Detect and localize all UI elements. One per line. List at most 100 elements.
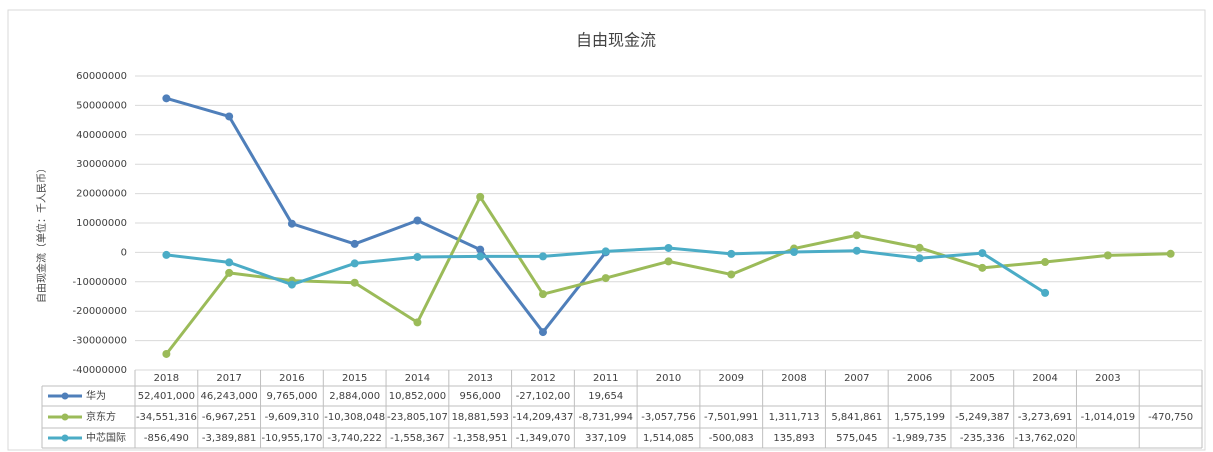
data-point [1166,249,1175,258]
legend-label: 华为 [86,389,106,402]
data-point [978,249,987,258]
data-point [413,318,422,327]
data-point [1103,251,1112,260]
table-value: 10,852,000 [389,391,446,402]
legend-swatch-marker [61,434,69,442]
legend-swatch-marker [61,413,69,421]
data-point [538,328,547,337]
data-point [727,270,736,279]
y-tick-label: 60000000 [76,71,127,82]
data-point [1041,258,1050,267]
data-point [1041,288,1050,297]
table-value: -3,057,756 [641,412,696,423]
data-point [350,239,359,248]
data-point [664,243,673,252]
table-value: -3,740,222 [327,433,382,444]
table-value: -3,389,881 [202,433,257,444]
table-value: 575,045 [836,433,877,444]
table-value: -856,490 [144,433,189,444]
data-point [162,250,171,259]
table-value: 52,401,000 [138,391,195,402]
data-point [978,263,987,272]
x-tick-label: 2017 [216,373,241,384]
x-tick-label: 2003 [1095,373,1120,384]
x-tick-label: 2014 [405,373,430,384]
data-point [790,248,799,257]
x-tick-label: 2018 [154,373,179,384]
table-value: -5,249,387 [955,412,1010,423]
series-line [165,96,607,334]
table-value: 19,654 [588,391,623,402]
table-value: -8,731,994 [578,412,633,423]
x-tick-label: 2013 [467,373,492,384]
data-point [162,349,171,358]
table-value: -10,955,170 [261,433,322,444]
y-tick-label: 10000000 [76,218,127,229]
table-value: 18,881,593 [452,412,509,423]
data-point [915,254,924,263]
table-value: -1,349,070 [516,433,571,444]
data-point [601,274,610,283]
table-value: -3,273,691 [1018,412,1073,423]
data-point [476,245,485,254]
chart-title: 自由现金流 [576,31,656,50]
y-tick-label: 40000000 [76,130,127,141]
y-tick-label: 30000000 [76,159,127,170]
data-point [225,258,234,267]
data-point [664,257,673,266]
data-point [727,249,736,258]
x-tick-label: 2005 [970,373,995,384]
table-value: -7,501,991 [704,412,759,423]
table-value: 337,109 [585,433,626,444]
data-point [225,268,234,277]
x-tick-label: 2012 [530,373,555,384]
y-tick-label: -10000000 [72,277,127,288]
table-value: 956,000 [460,391,501,402]
legend-label: 京东方 [86,410,116,423]
x-tick-label: 2007 [844,373,869,384]
data-point [162,94,171,103]
table-value: -235,336 [960,433,1005,444]
table-value: -1,558,367 [390,433,445,444]
y-tick-label: -20000000 [72,306,127,317]
data-point [852,231,861,240]
table-value: -13,762,020 [1015,433,1076,444]
x-tick-label: 2006 [907,373,932,384]
data-point [476,252,485,261]
y-tick-label: -30000000 [72,336,127,347]
table-value: 135,893 [773,433,814,444]
table-value: -1,989,735 [892,433,947,444]
table-value: -1,014,019 [1081,412,1136,423]
legend-label: 中芯国际 [86,431,126,444]
x-tick-label: 2004 [1032,373,1057,384]
data-point [852,246,861,255]
table-value: -10,308,048 [324,412,385,423]
table-value: -9,609,310 [265,412,320,423]
table-value: 1,575,199 [894,412,945,423]
table-value: 5,841,861 [831,412,882,423]
data-point [538,290,547,299]
data-point [350,278,359,287]
y-tick-label: 0 [121,247,127,258]
data-point [601,247,610,256]
chart-frame [7,9,1206,451]
y-axis-label: 自由现金流（单位：千人民币） [35,163,48,303]
x-tick-label: 2010 [656,373,681,384]
data-point [476,192,485,201]
data-point [413,216,422,225]
x-tick-label: 2008 [781,373,806,384]
x-tick-label: 2015 [342,373,367,384]
table-value: -34,551,316 [136,412,197,423]
table-value: -6,967,251 [202,412,257,423]
table-value: 1,311,713 [769,412,820,423]
x-tick-label: 2016 [279,373,304,384]
table-value: -470,750 [1148,412,1193,423]
table-value: -27,102,00 [516,391,571,402]
table-value: -23,805,107 [387,412,448,423]
data-point [287,219,296,228]
y-tick-label: 20000000 [76,189,127,200]
table-value: 9,765,000 [266,391,317,402]
data-point [538,252,547,261]
data-point [287,280,296,289]
